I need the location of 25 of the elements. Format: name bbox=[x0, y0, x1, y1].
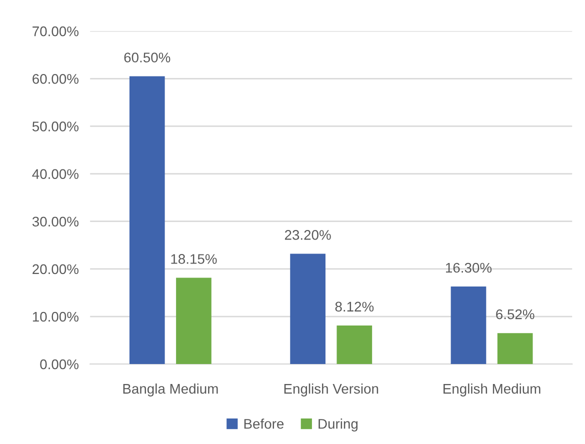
y-tick-label: 0.00% bbox=[40, 359, 78, 370]
x-tick-label: English Version bbox=[284, 384, 378, 396]
y-tick-label: 20.00% bbox=[32, 264, 78, 274]
bar bbox=[336, 325, 372, 364]
x-tick-label: Bangla Medium bbox=[123, 384, 218, 396]
data-label: 8.12% bbox=[335, 302, 374, 312]
y-tick-label: 60.00% bbox=[32, 74, 78, 84]
legend-label: Before bbox=[244, 418, 284, 429]
bar bbox=[497, 333, 533, 364]
y-tick-label: 10.00% bbox=[32, 312, 78, 322]
y-tick-label: 70.00% bbox=[32, 26, 78, 36]
data-label: 60.50% bbox=[124, 52, 170, 62]
data-label: 18.15% bbox=[171, 254, 217, 264]
data-label: 6.52% bbox=[496, 309, 534, 320]
bar bbox=[450, 286, 486, 364]
legend-label: During bbox=[318, 418, 358, 432]
y-tick-label: 30.00% bbox=[32, 216, 78, 227]
bar bbox=[129, 76, 165, 364]
y-tick-label: 50.00% bbox=[32, 122, 78, 132]
y-tick-label: 40.00% bbox=[32, 169, 78, 179]
bar bbox=[290, 254, 326, 364]
bar bbox=[176, 278, 212, 364]
data-label: 16.30% bbox=[446, 262, 492, 273]
x-tick-label: English Medium bbox=[444, 384, 540, 396]
data-label: 23.20% bbox=[284, 230, 331, 240]
